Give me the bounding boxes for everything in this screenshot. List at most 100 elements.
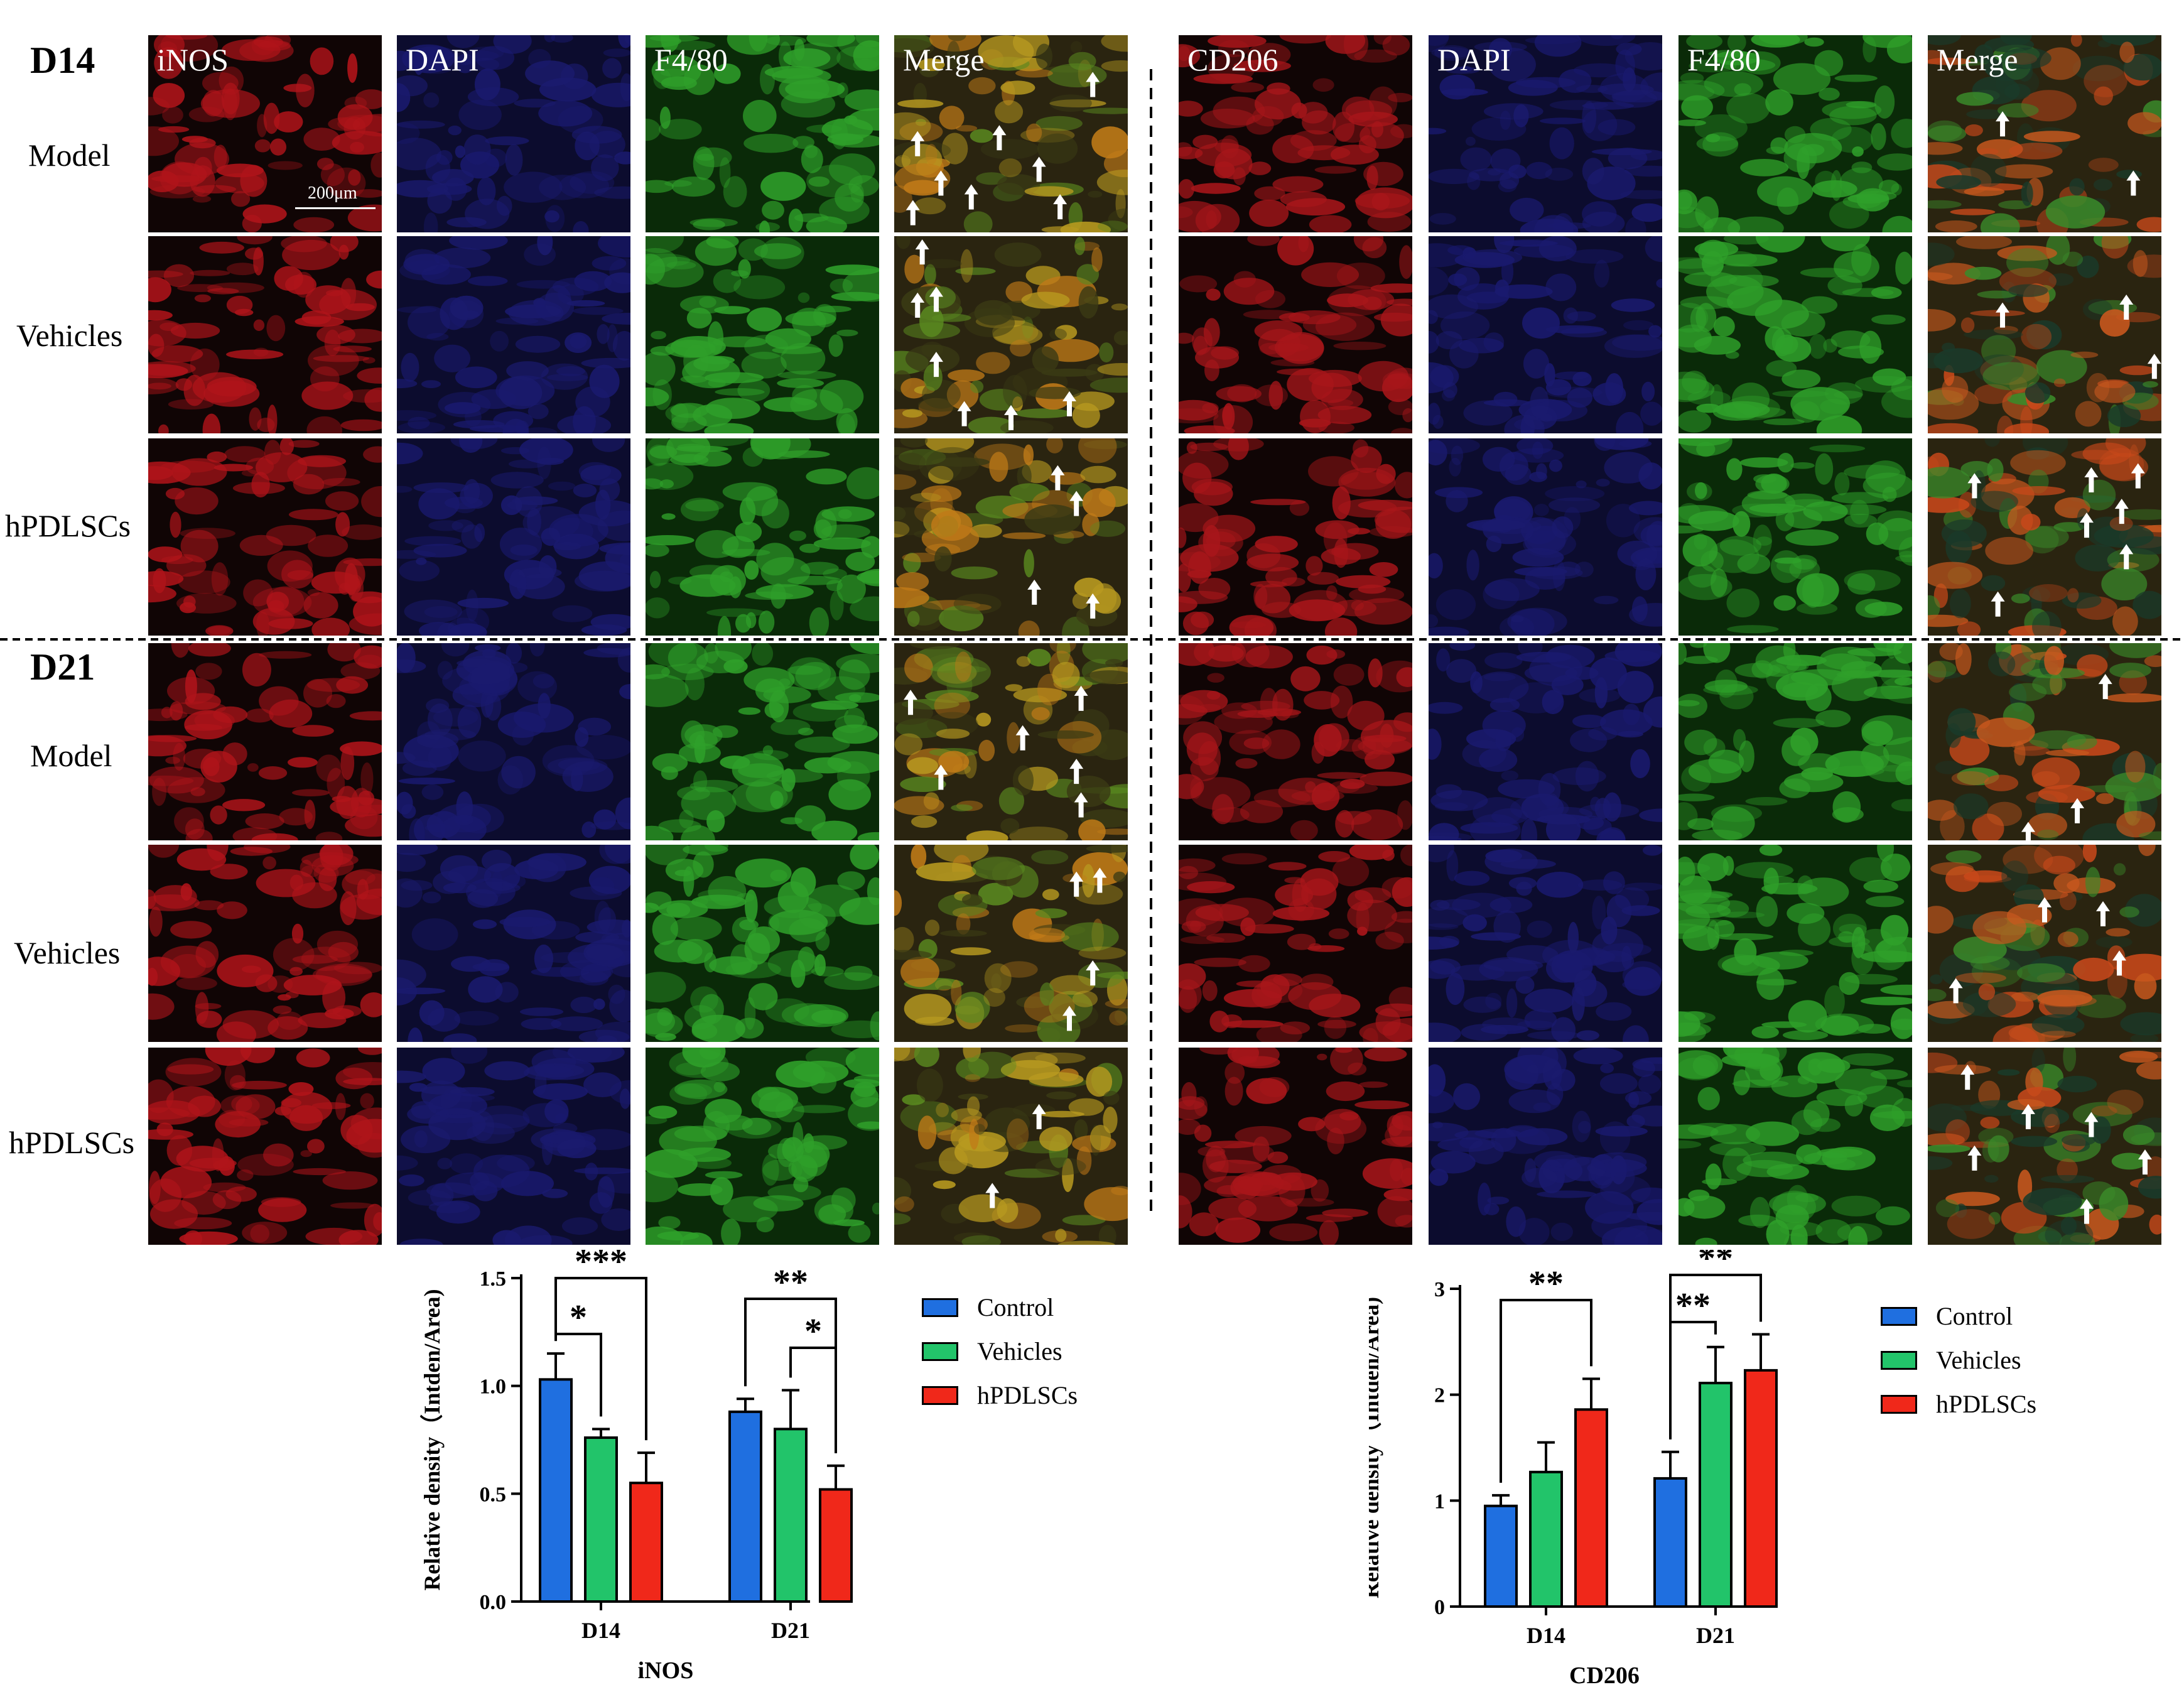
white-up-arrow-icon (1069, 759, 1084, 784)
legend-item-hpdlscs: hPDLSCs (1881, 1389, 2036, 1419)
significance-label: * (570, 1298, 587, 1337)
micrograph-right-d21-model-merge (1928, 643, 2161, 840)
bar-control-d21 (728, 1410, 762, 1603)
legend-swatch (922, 1385, 958, 1405)
white-up-arrow-icon (1086, 72, 1100, 97)
white-up-arrow-icon (985, 1183, 1000, 1208)
bar-control-d14 (1484, 1504, 1518, 1608)
micrograph-right-d14-model-cd206: CD206 (1179, 35, 1412, 232)
white-up-arrow-icon (1015, 725, 1030, 751)
white-up-arrow-icon (2119, 544, 2134, 570)
white-up-arrow-icon (2147, 354, 2161, 379)
significance-bracket (789, 1347, 837, 1453)
white-up-arrow-icon (911, 292, 925, 318)
micrograph-right-d21-hpdlscs-f480 (1679, 1048, 1912, 1245)
channel-label-f480: F4/80 (654, 42, 728, 77)
white-up-arrow-icon (1086, 960, 1100, 986)
micrograph-right-d21-hpdlscs-cd206 (1179, 1048, 1412, 1245)
y-tick-label: 0.5 (480, 1483, 507, 1506)
y-axis-label: Relative density（Intden/Area) (419, 1289, 445, 1590)
white-up-arrow-icon (1991, 591, 2005, 617)
y-axis-label: Relative density（Intden/Area) (1369, 1297, 1383, 1598)
white-up-arrow-icon (904, 690, 918, 715)
bar-hpdlscs-d21 (819, 1488, 853, 1603)
legend-item-vehicles: Vehicles (1881, 1345, 2021, 1375)
white-up-arrow-icon (1086, 593, 1100, 619)
white-up-arrow-icon (1032, 1103, 1046, 1129)
bar-control-d21 (1653, 1477, 1687, 1608)
x-tick-label: D21 (771, 1618, 810, 1643)
white-up-arrow-icon (2079, 512, 2094, 538)
channel-label-inos: iNOS (157, 42, 229, 77)
white-up-arrow-icon (1004, 404, 1018, 430)
white-up-arrow-icon (2112, 950, 2127, 976)
legend-item-control: Control (922, 1293, 1054, 1322)
micrograph-left-d14-model-inos: iNOS (148, 35, 382, 232)
legend-label: Vehicles (977, 1337, 1062, 1365)
significance-bracket (1669, 1274, 1762, 1439)
micrograph-left-d21-hpdlscs-dapi (397, 1048, 630, 1245)
white-up-arrow-icon (1027, 579, 1042, 605)
micrograph-left-d14-hpdlscs-inos (148, 438, 382, 636)
legend-item-vehicles: Vehicles (922, 1336, 1062, 1366)
white-up-arrow-icon (929, 286, 943, 312)
day-label-d14: D14 (30, 40, 95, 81)
white-up-arrow-icon (934, 764, 948, 790)
x-axis-label: CD206 (1569, 1662, 1640, 1689)
bar-control-d14 (539, 1378, 573, 1603)
micrograph-left-d14-model-dapi: DAPI (397, 35, 630, 232)
white-up-arrow-icon (1996, 302, 2010, 328)
white-up-arrow-icon (1062, 391, 1076, 416)
significance-label: *** (575, 1250, 627, 1281)
white-up-arrow-icon (964, 184, 978, 210)
white-up-arrow-icon (1074, 685, 1088, 711)
white-up-arrow-icon (1062, 1006, 1076, 1031)
bar-hpdlscs-d21 (1744, 1369, 1778, 1608)
significance-bracket (554, 1277, 647, 1441)
white-up-arrow-icon (2021, 821, 2035, 840)
micrograph-right-d21-model-cd206 (1179, 643, 1412, 840)
significance-label: ** (1698, 1250, 1733, 1278)
micrograph-right-d14-hpdlscs-merge (1928, 438, 2161, 636)
micrograph-right-d14-vehicles-dapi (1429, 236, 1662, 433)
legend-swatch (1881, 1306, 1917, 1326)
white-up-arrow-icon (1960, 1065, 1975, 1090)
bar-vehicles-d14 (1529, 1470, 1563, 1608)
white-up-arrow-icon (2021, 1103, 2035, 1129)
legend-label: hPDLSCs (1936, 1390, 2037, 1418)
channel-label-dapi: DAPI (1437, 42, 1511, 77)
legend-swatch (1881, 1350, 1917, 1370)
legend-swatch (922, 1298, 958, 1317)
micrograph-left-d21-model-dapi (397, 643, 630, 840)
white-up-arrow-icon (1949, 978, 1963, 1004)
row-label-d21-hpdlscs: hPDLSCs (9, 1125, 135, 1160)
micrograph-left-d21-vehicles-inos (148, 845, 382, 1042)
bar-hpdlscs-d14 (629, 1482, 663, 1603)
legend-label: hPDLSCs (977, 1381, 1078, 1409)
bar-vehicles-d14 (584, 1436, 618, 1603)
row-label-d14-hpdlscs: hPDLSCs (5, 508, 131, 543)
micrograph-right-d21-vehicles-f480 (1679, 845, 1912, 1042)
micrograph-right-d21-model-f480 (1679, 643, 1912, 840)
white-up-arrow-icon (2131, 463, 2145, 489)
y-tick-label: 0 (1434, 1596, 1445, 1619)
micrograph-left-d14-hpdlscs-merge (894, 438, 1128, 636)
micrograph-left-d14-model-merge: Merge (894, 35, 1128, 232)
legend-swatch (1881, 1394, 1917, 1414)
micrograph-right-d14-vehicles-merge (1928, 236, 2161, 433)
white-up-arrow-icon (934, 170, 948, 196)
micrograph-left-d21-model-inos (148, 643, 382, 840)
white-up-arrow-icon (2038, 897, 2052, 923)
significance-bracket (1500, 1299, 1592, 1483)
row-label-d21-vehicles: Vehicles (14, 935, 121, 970)
x-axis-label: iNOS (638, 1657, 694, 1684)
white-up-arrow-icon (1053, 194, 1068, 220)
white-up-arrow-icon (1069, 871, 1084, 897)
y-tick-label: 0.0 (480, 1591, 507, 1614)
micrograph-left-d21-model-f480 (646, 643, 879, 840)
white-up-arrow-icon (2098, 674, 2112, 700)
white-up-arrow-icon (1074, 792, 1088, 818)
y-tick-label: 2 (1434, 1384, 1445, 1407)
micrograph-left-d14-vehicles-inos (148, 236, 382, 433)
channel-label-dapi: DAPI (406, 42, 479, 77)
